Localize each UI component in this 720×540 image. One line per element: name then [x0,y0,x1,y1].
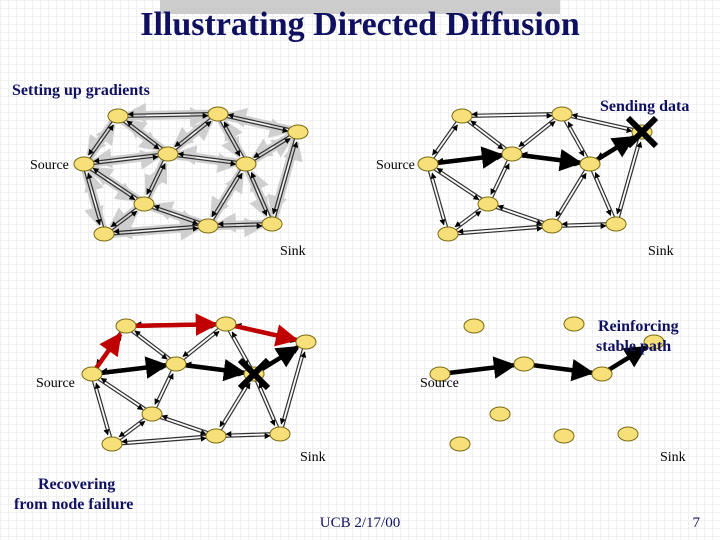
slide-content: Illustrating Directed Diffusion Setting … [0,0,720,540]
diagram-sending-data [420,104,660,264]
label-source-tr: Source [376,158,415,174]
footer-center: UCB 2/17/00 [0,515,720,532]
caption-reinforcing-1: Reinforcing [598,318,679,336]
caption-recovering-1: Recovering [38,476,115,494]
diagram-recovering [84,314,324,474]
label-sink-tl: Sink [280,244,306,260]
label-sink-br: Sink [660,450,686,466]
label-sink-tr: Sink [648,244,674,260]
diagram-setting-gradients [76,104,316,264]
label-source-tl: Source [30,158,69,174]
label-source-br: Source [420,376,459,392]
label-sink-bl: Sink [300,450,326,466]
caption-sending-data: Sending data [600,98,689,116]
footer-page-number: 7 [693,515,701,532]
caption-setting-gradients: Setting up gradients [12,82,150,100]
label-source-bl: Source [36,376,75,392]
caption-recovering-2: from node failure [14,496,133,514]
caption-reinforcing-2: stable path [596,338,671,356]
slide-title: Illustrating Directed Diffusion [0,6,720,44]
